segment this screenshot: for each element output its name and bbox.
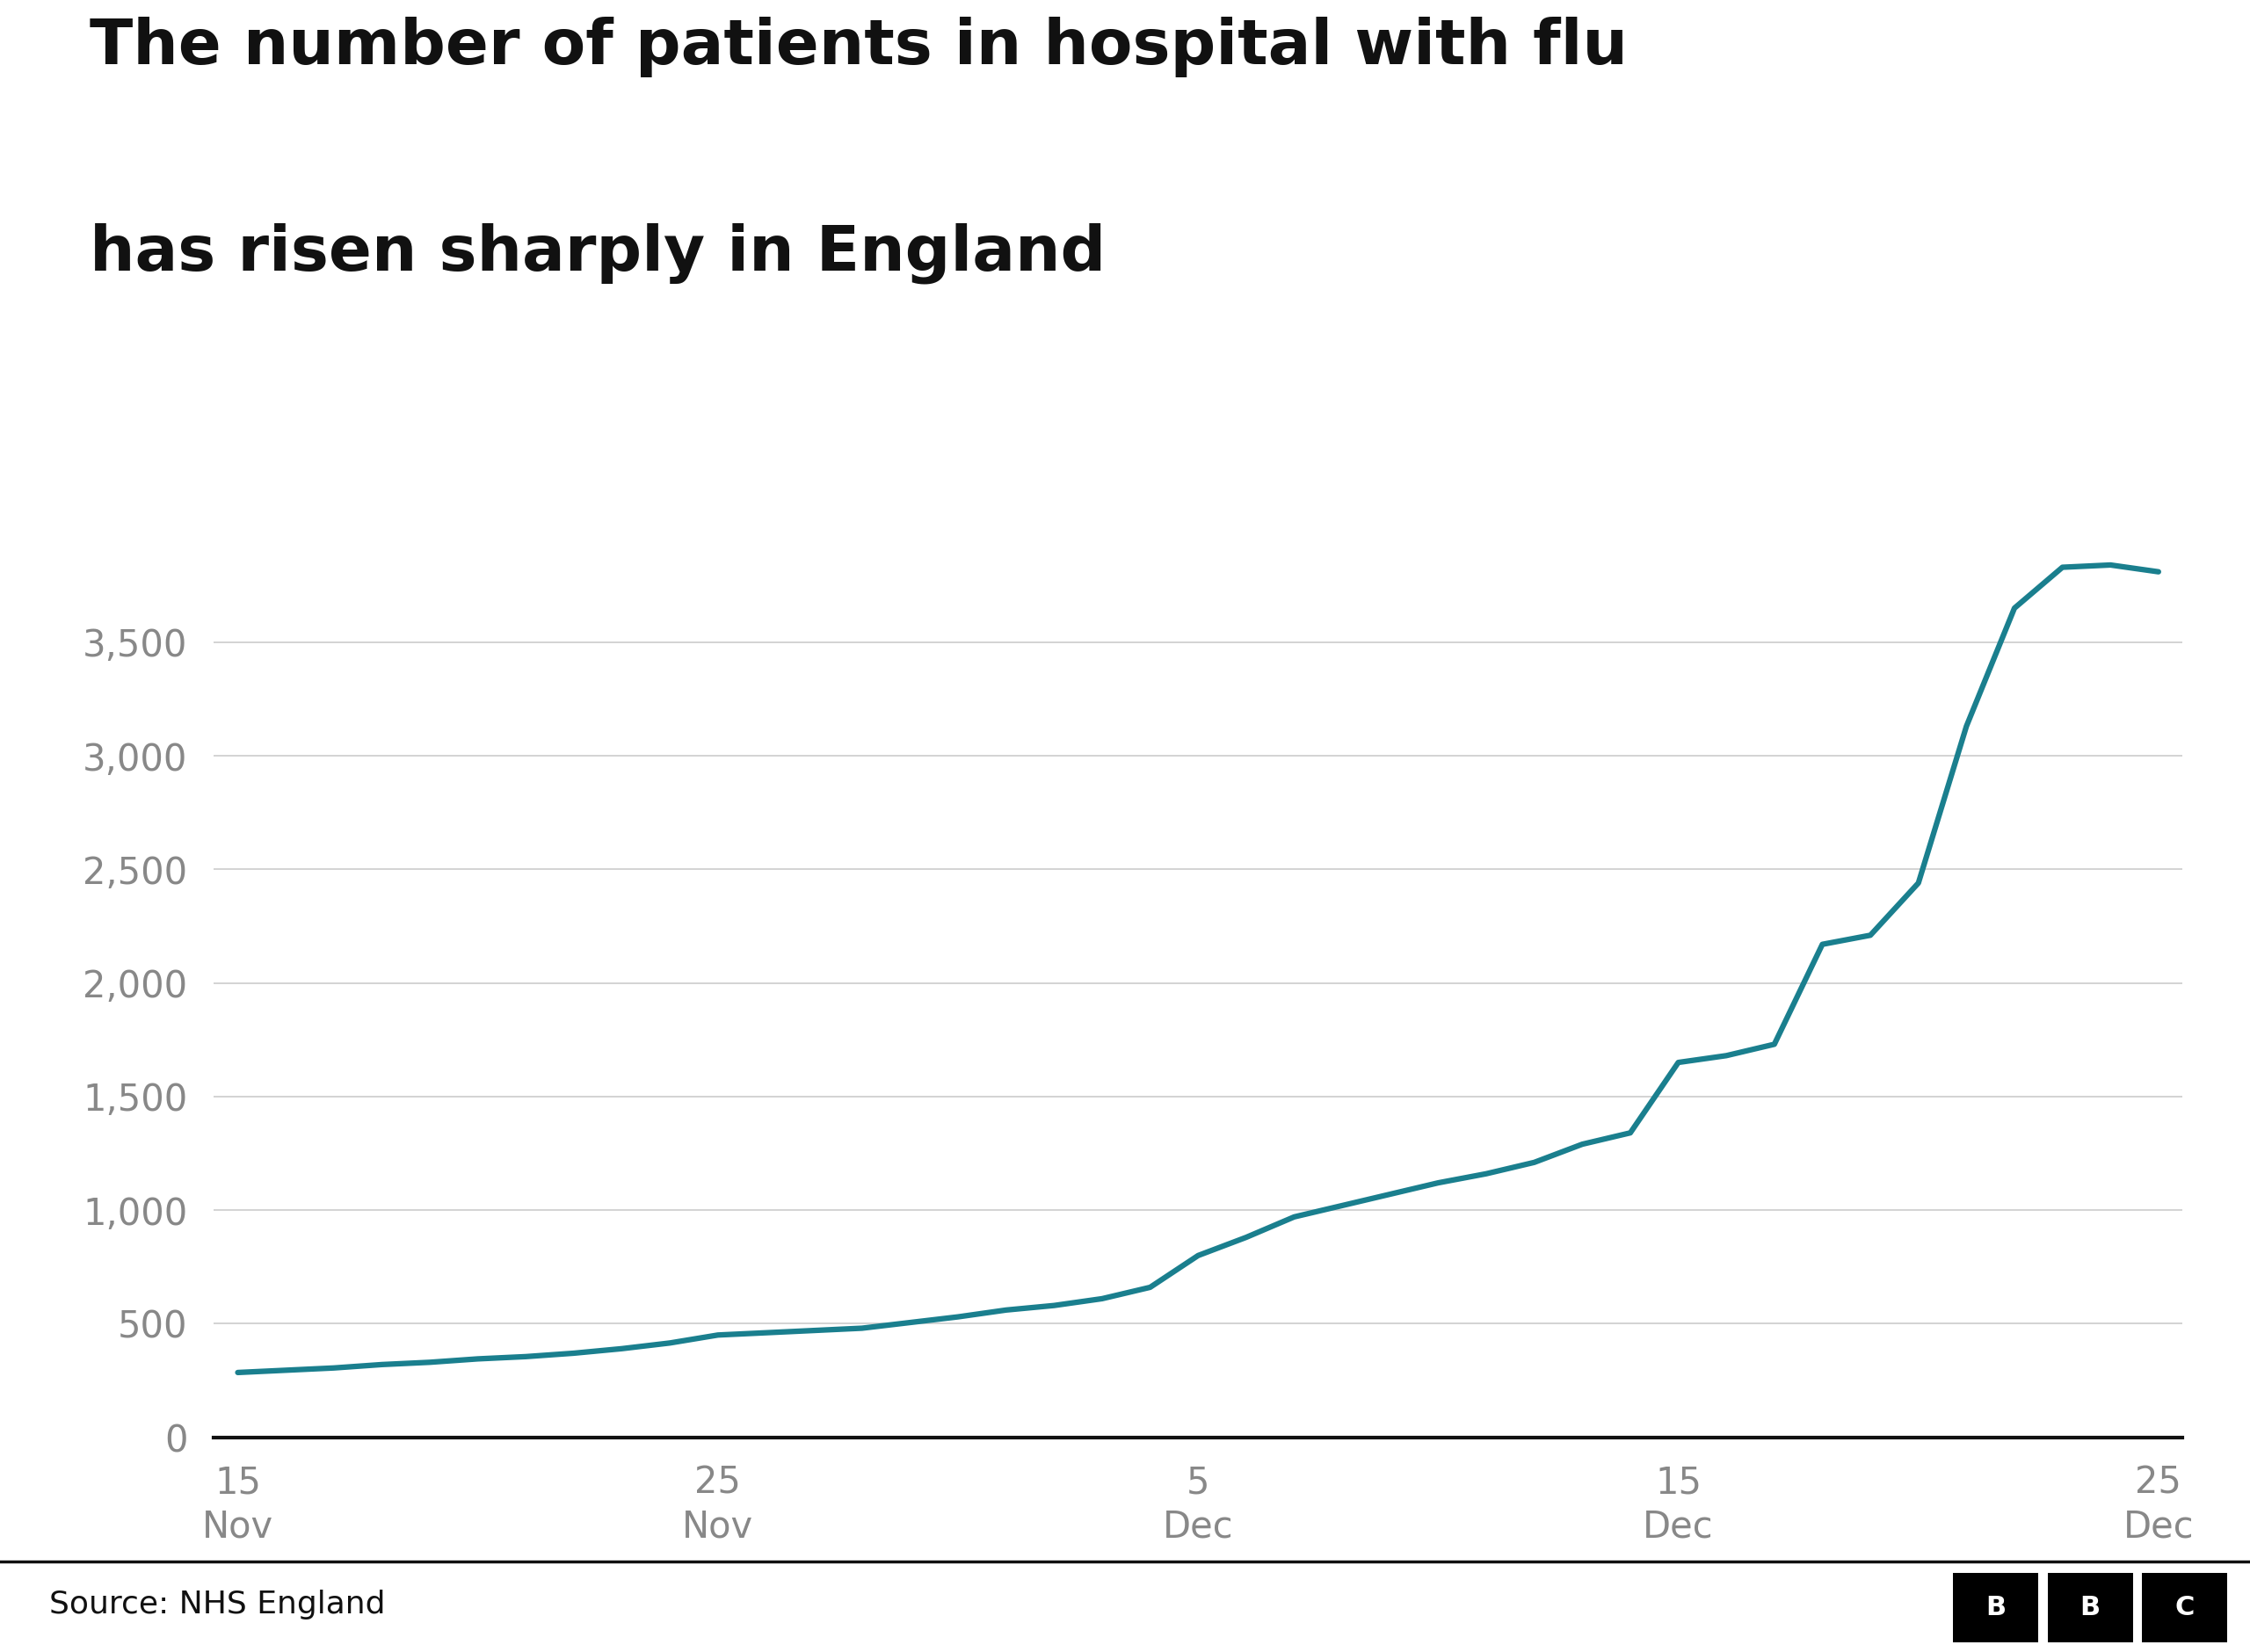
Text: Nov: Nov — [202, 1508, 274, 1545]
Text: 5: 5 — [1186, 1464, 1211, 1502]
Text: The number of patients in hospital with flu: The number of patients in hospital with … — [90, 17, 1629, 78]
Text: B: B — [1984, 1594, 2007, 1621]
Text: has risen sharply in England: has risen sharply in England — [90, 223, 1107, 284]
Text: Dec: Dec — [1163, 1508, 1233, 1545]
Text: 15: 15 — [214, 1464, 261, 1502]
Text: 15: 15 — [1656, 1464, 1701, 1502]
Text: Nov: Nov — [682, 1508, 754, 1545]
Text: Dec: Dec — [1642, 1508, 1714, 1545]
Text: 25: 25 — [695, 1464, 740, 1502]
Text: 25: 25 — [2135, 1464, 2183, 1502]
Text: C: C — [2176, 1594, 2194, 1621]
Text: Source: NHS England: Source: NHS England — [49, 1589, 385, 1619]
Text: B: B — [2079, 1594, 2102, 1621]
Text: Dec: Dec — [2124, 1508, 2194, 1545]
